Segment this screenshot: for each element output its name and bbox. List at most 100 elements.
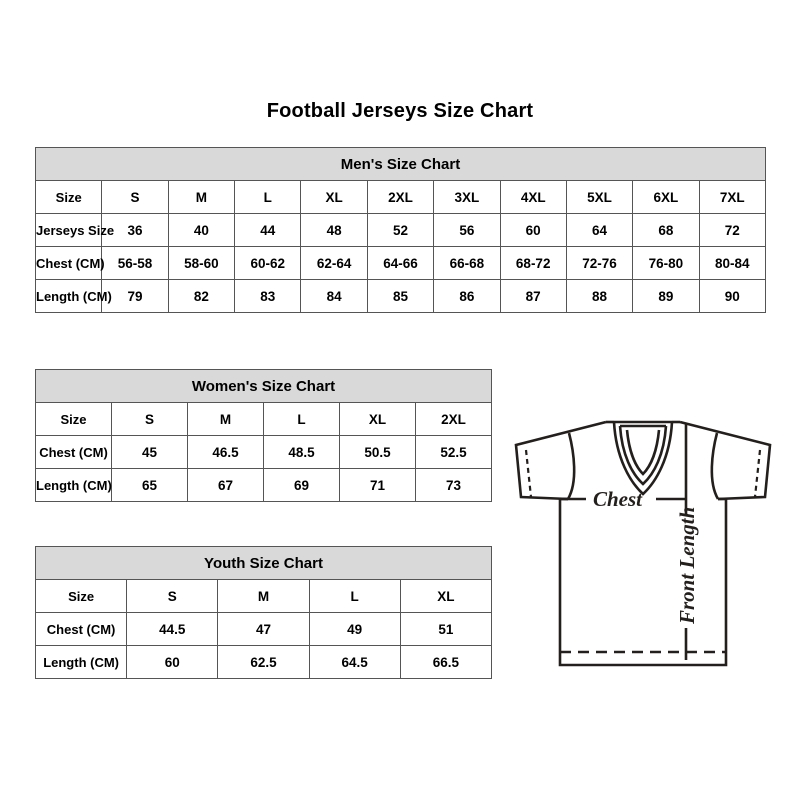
cell-value: 40: [167, 213, 236, 247]
vneck-outer-curve: [612, 421, 674, 496]
front-length-measurement-label: Front Length: [675, 507, 699, 625]
table-row: Length (CM) 60 62.5 64.5 66.5: [34, 645, 493, 679]
right-cuff-stitch: [753, 449, 762, 498]
column-header-s: S: [101, 180, 169, 214]
column-header-6xl: 6XL: [632, 180, 700, 214]
column-header-xl: XL: [339, 402, 416, 436]
column-header-xl: XL: [399, 579, 493, 613]
youth-size-chart-band-title: Youth Size Chart: [35, 546, 492, 580]
vneck-middle-curve: [618, 425, 668, 486]
cell-value: 62-64: [300, 246, 368, 280]
jersey-measurement-diagram: Chest Front Length: [498, 402, 788, 694]
column-header-l: L: [263, 402, 340, 436]
womens-size-chart-band-title: Women's Size Chart: [35, 369, 492, 403]
table-row: Chest (CM) 44.5 47 49 51: [34, 612, 493, 646]
vneck-inner-curve: [625, 429, 661, 476]
cell-value: 46.5: [187, 435, 264, 469]
cell-value: 56-58: [101, 246, 169, 280]
cell-value: 89: [632, 279, 700, 313]
column-header-2xl: 2XL: [366, 180, 435, 214]
cell-value: 84: [300, 279, 368, 313]
cell-value: 69: [263, 468, 340, 502]
cell-value: 76-80: [632, 246, 700, 280]
youth-size-chart-table: Youth Size Chart Size S M L XL Chest (CM…: [34, 546, 493, 679]
column-header-7xl: 7XL: [698, 180, 767, 214]
cell-value: 52.5: [415, 435, 492, 469]
cell-value: 60: [126, 645, 219, 679]
cell-value: 88: [565, 279, 634, 313]
left-armhole-seam: [566, 432, 576, 500]
chest-measurement-label: Chest: [593, 487, 643, 511]
table-row: Length (CM) 65 67 69 71 73: [35, 468, 492, 502]
column-header-size: Size: [34, 579, 128, 613]
cell-value: 60-62: [234, 246, 302, 280]
mens-size-chart-band-title: Men's Size Chart: [35, 147, 766, 181]
cell-value: 82: [167, 279, 236, 313]
cell-value: 50.5: [339, 435, 416, 469]
table-band-row: Youth Size Chart: [35, 546, 492, 580]
table-row: Chest (CM) 56-58 58-60 60-62 62-64 64-66…: [34, 246, 767, 280]
column-header-l: L: [234, 180, 302, 214]
row-header-length-cm: Length (CM): [34, 279, 112, 313]
column-header-3xl: 3XL: [433, 180, 501, 214]
body-outline: [558, 499, 728, 667]
cell-value: 49: [308, 612, 401, 646]
left-sleeve-outline: [514, 420, 607, 501]
table-band-row: Men's Size Chart: [35, 147, 766, 181]
cell-value: 51: [399, 612, 493, 646]
cell-value: 52: [366, 213, 435, 247]
cell-value: 90: [698, 279, 767, 313]
womens-size-chart-table: Women's Size Chart Size S M L XL 2XL Che…: [35, 369, 492, 502]
cell-value: 66-68: [433, 246, 501, 280]
cell-value: 58-60: [167, 246, 236, 280]
row-header-chest-cm: Chest (CM): [34, 246, 105, 280]
table-row: Length (CM) 79 82 83 84 85 86 87 88 89 9…: [34, 279, 767, 313]
right-armhole-seam: [710, 432, 720, 500]
cell-value: 48.5: [263, 435, 340, 469]
row-header-length-cm: Length (CM): [35, 468, 112, 502]
cell-value: 60: [499, 213, 567, 247]
cell-value: 36: [101, 213, 169, 247]
column-header-5xl: 5XL: [565, 180, 634, 214]
cell-value: 64-66: [366, 246, 435, 280]
left-cuff-stitch: [524, 449, 533, 498]
cell-value: 73: [415, 468, 492, 502]
column-header-xl: XL: [300, 180, 368, 214]
cell-value: 71: [339, 468, 416, 502]
column-header-size: Size: [35, 402, 112, 436]
cell-value: 45: [111, 435, 188, 469]
cell-value: 65: [111, 468, 188, 502]
cell-value: 80-84: [698, 246, 767, 280]
column-header-size: Size: [34, 180, 103, 214]
cell-value: 56: [433, 213, 501, 247]
table-row: Jerseys Size 36 40 44 48 52 56 60 64 68 …: [34, 213, 767, 247]
cell-value: 44.5: [126, 612, 219, 646]
column-header-m: M: [217, 579, 310, 613]
row-header-jerseys-size: Jerseys Size: [34, 213, 114, 247]
column-header-4xl: 4XL: [499, 180, 567, 214]
cell-value: 68: [632, 213, 700, 247]
page-title: Football Jerseys Size Chart: [266, 100, 534, 122]
table-header-row: Size S M L XL 2XL: [35, 402, 492, 436]
column-header-m: M: [187, 402, 264, 436]
cell-value: 48: [300, 213, 368, 247]
cell-value: 72: [698, 213, 767, 247]
right-sleeve-outline: [679, 420, 772, 501]
column-header-s: S: [111, 402, 188, 436]
cell-value: 68-72: [499, 246, 567, 280]
table-header-row: Size S M L XL 2XL 3XL 4XL 5XL 6XL 7XL: [34, 180, 767, 214]
cell-value: 64: [565, 213, 634, 247]
column-header-s: S: [126, 579, 219, 613]
column-header-2xl: 2XL: [415, 402, 492, 436]
cell-value: 85: [366, 279, 435, 313]
cell-value: 62.5: [217, 645, 310, 679]
table-band-row: Women's Size Chart: [35, 369, 492, 403]
table-header-row: Size S M L XL: [34, 579, 493, 613]
cell-value: 72-76: [565, 246, 634, 280]
cell-value: 83: [234, 279, 302, 313]
cell-value: 47: [217, 612, 310, 646]
mens-size-chart-table: Men's Size Chart Size S M L XL 2XL 3XL 4…: [34, 147, 767, 313]
table-row: Chest (CM) 45 46.5 48.5 50.5 52.5: [35, 435, 492, 469]
cell-value: 87: [499, 279, 567, 313]
cell-value: 66.5: [399, 645, 493, 679]
